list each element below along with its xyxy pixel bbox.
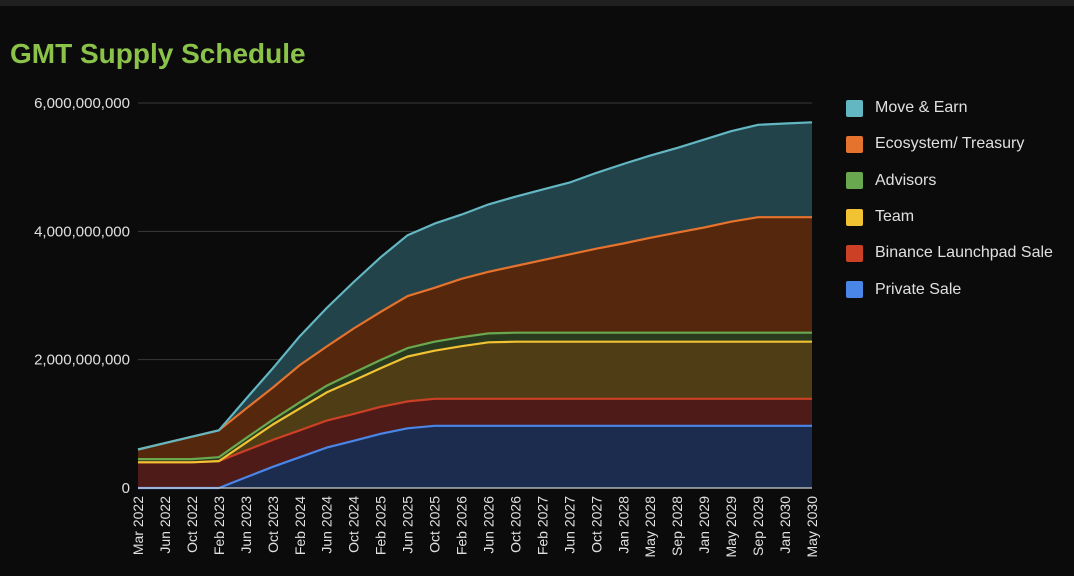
line-binance-launchpad-sale	[138, 397, 812, 464]
x-tick-label: May 2028	[642, 496, 658, 558]
x-tick-label: Sep 2028	[669, 496, 685, 556]
chart-legend: Move & Earn Ecosystem/ Treasury Advisors Te…	[846, 90, 1074, 308]
y-tick-label: 0	[122, 480, 130, 497]
area-move-earn	[138, 122, 812, 450]
x-tick-label: Jun 2027	[561, 496, 577, 554]
legend-swatch	[846, 208, 863, 226]
x-tick-label: Sep 2029	[750, 496, 766, 556]
x-tick-label: May 2029	[723, 496, 739, 558]
x-tick-label: Feb 2024	[292, 496, 308, 555]
x-tick-label: Jun 2024	[319, 496, 335, 554]
x-tick-label: Oct 2022	[184, 496, 200, 553]
legend-label: Ecosystem/ Treasury	[875, 135, 1025, 153]
area-binance-launchpad-sale	[138, 398, 812, 488]
x-tick-label: Jun 2025	[400, 496, 416, 554]
x-tick-label: Jan 2029	[696, 496, 712, 554]
legend-item: Ecosystem/ Treasury	[846, 126, 1074, 162]
legend-item: Team	[846, 199, 1074, 235]
legend-item: Private Sale	[846, 271, 1074, 307]
x-tick-label: Oct 2024	[346, 496, 362, 553]
x-tick-label: Oct 2025	[427, 496, 443, 553]
x-tick-label: Oct 2026	[507, 496, 523, 553]
x-tick-label: Jan 2028	[615, 496, 631, 554]
x-tick-label: Feb 2025	[373, 496, 389, 555]
x-tick-label: Mar 2022	[130, 496, 146, 555]
legend-item: Move & Earn	[846, 90, 1074, 126]
legend-swatch	[846, 244, 863, 262]
x-tick-label: Feb 2023	[211, 496, 227, 555]
x-tick-label: May 2030	[804, 496, 820, 558]
area-chart-plot: 0 2,000,000,000 4,000,000,000 6,000,000,000…	[34, 95, 820, 558]
x-tick-label: Jan 2030	[777, 496, 793, 554]
line-private-sale	[138, 424, 812, 490]
line-ecosystem-treasury	[137, 216, 812, 451]
x-tick-label: Jun 2022	[157, 496, 173, 554]
line-advisors	[138, 331, 812, 461]
y-tick-label: 6,000,000,000	[34, 95, 130, 112]
legend-swatch	[846, 172, 863, 190]
x-tick-label: Feb 2026	[454, 496, 470, 555]
area-private-sale	[138, 425, 812, 488]
legend-label: Advisors	[875, 171, 937, 189]
x-tick-label: Oct 2027	[588, 496, 604, 553]
legend-item: Advisors	[846, 163, 1074, 199]
y-tick-label: 2,000,000,000	[34, 352, 130, 369]
x-tick-label: Feb 2027	[534, 496, 550, 555]
legend-item: Binance Launchpad Sale	[846, 235, 1074, 271]
area-ecosystem-treasury	[138, 217, 812, 460]
top-bar	[0, 0, 1074, 6]
legend-swatch	[846, 99, 863, 117]
chart-title: GMT Supply Schedule	[10, 38, 306, 69]
legend-label: Team	[875, 208, 915, 226]
line-move-earn	[137, 121, 813, 451]
y-tick-label: 4,000,000,000	[34, 223, 130, 240]
x-tick-label: Jun 2023	[238, 496, 254, 554]
legend-label: Private Sale	[875, 280, 962, 298]
x-tick-label: Jun 2026	[481, 496, 497, 554]
legend-swatch	[846, 281, 863, 299]
legend-label: Binance Launchpad Sale	[875, 244, 1053, 262]
chart-container: GMT Supply Schedule 0 2,000,000,000 4,000,…	[0, 6, 1074, 576]
legend-swatch	[846, 135, 863, 153]
legend-label: Move & Earn	[875, 99, 968, 117]
area-team	[138, 341, 812, 463]
x-tick-label: Oct 2023	[265, 496, 281, 553]
line-team	[138, 340, 812, 464]
